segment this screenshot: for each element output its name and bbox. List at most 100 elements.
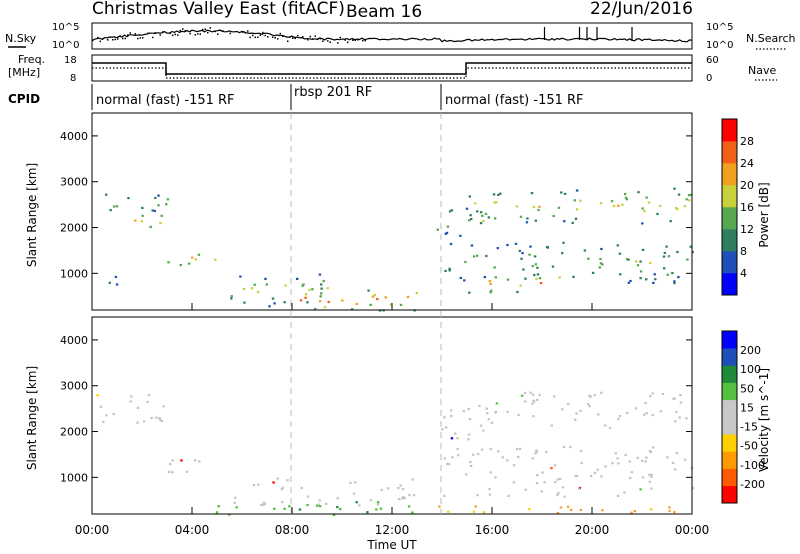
- colorbar-segment: [722, 141, 737, 164]
- power-cell: [685, 198, 688, 201]
- velocity-cell: [559, 477, 562, 480]
- noise-point: [124, 37, 126, 40]
- velocity-cell: [306, 504, 309, 507]
- y-tick-label: 4000: [60, 130, 88, 143]
- velocity-cell: [596, 468, 599, 471]
- velocity-cell: [497, 450, 500, 453]
- velocity-cell: [650, 508, 653, 511]
- power-cell: [497, 193, 500, 196]
- velocity-cell: [480, 448, 484, 451]
- power-cell: [399, 303, 403, 306]
- power-cell: [538, 205, 541, 208]
- velocity-cell: [352, 492, 356, 495]
- velocity-cell: [517, 413, 520, 416]
- velocity-cell: [447, 510, 450, 513]
- power-cell: [647, 201, 651, 204]
- power-cell: [635, 260, 638, 263]
- colorbar-tick-label: 16: [740, 201, 754, 214]
- velocity-cell: [659, 410, 663, 413]
- velocity-cell: [376, 501, 380, 504]
- colorbar-tick-label: 4: [740, 267, 747, 280]
- velocity-cell: [668, 506, 671, 509]
- power-cell: [253, 283, 256, 286]
- velocity-cell: [462, 410, 465, 413]
- power-cell: [470, 244, 474, 247]
- power-cell: [526, 217, 529, 220]
- power-cell: [551, 265, 555, 268]
- velocity-cell: [366, 511, 369, 514]
- power-cell: [476, 210, 479, 213]
- noise-panel: N.Sky 10^5 10^0 10^5 10^0 N.Search: [5, 22, 796, 51]
- power-cell: [436, 228, 439, 231]
- noise-point: [102, 38, 104, 40]
- velocity-cell: [554, 481, 557, 484]
- power-cell: [166, 198, 170, 201]
- noise-point: [322, 40, 324, 42]
- noise-point: [129, 32, 131, 34]
- power-cell: [464, 260, 467, 264]
- velocity-cell: [512, 481, 516, 484]
- colorbar-segment: [722, 468, 737, 487]
- power-cell: [265, 283, 268, 286]
- velocity-cell: [215, 511, 219, 514]
- velocity-cell: [349, 481, 352, 484]
- noise-point: [262, 31, 264, 34]
- power-cell: [194, 258, 198, 261]
- velocity-cell: [515, 448, 519, 451]
- power-cell: [675, 206, 678, 210]
- power-cell: [445, 231, 449, 234]
- power-cell: [639, 277, 642, 280]
- x-tick-label: 00:00: [75, 523, 110, 537]
- power-cell: [159, 221, 162, 225]
- power-cell: [468, 195, 471, 198]
- noise-point: [112, 39, 114, 41]
- cpid-row: CPID normal (fast) -151 RF rbsp 201 RF n…: [8, 84, 584, 110]
- power-cell: [481, 214, 484, 217]
- freq-label: Freq.: [18, 53, 45, 66]
- velocity-cell: [639, 488, 642, 491]
- noise-point: [267, 36, 269, 38]
- noise-point: [99, 40, 101, 43]
- power-cell: [448, 269, 451, 272]
- velocity-cell: [444, 426, 448, 429]
- noise-point: [319, 37, 321, 40]
- power-cell: [479, 222, 483, 225]
- power-cell: [472, 255, 476, 258]
- power-cell: [659, 204, 662, 207]
- power-cell: [444, 269, 447, 272]
- velocity-cell: [494, 411, 497, 414]
- power-cell: [641, 248, 645, 251]
- velocity-cell: [524, 488, 527, 491]
- power-cell: [149, 225, 152, 228]
- power-cell: [600, 247, 603, 251]
- colorbar-tick-label: 28: [740, 135, 754, 148]
- velocity-cell: [668, 510, 671, 513]
- velocity-cell: [619, 415, 622, 418]
- velocity-cell: [678, 416, 681, 419]
- colorbar-tick-label: 12: [740, 223, 754, 236]
- power-cell: [618, 252, 622, 255]
- velocity-cell: [489, 471, 492, 474]
- velocity-cell: [325, 502, 328, 505]
- velocity-cell: [588, 394, 591, 397]
- velocity-cell: [438, 505, 441, 508]
- velocity-cell: [601, 509, 604, 512]
- power-cell: [623, 192, 627, 196]
- noise-point: [287, 40, 289, 42]
- velocity-cell: [478, 404, 481, 408]
- velocity-cell: [339, 508, 342, 511]
- velocity-cell: [626, 411, 629, 414]
- power-cell: [598, 266, 601, 269]
- colorbar-frame: [721, 118, 738, 296]
- power-cell: [463, 279, 466, 282]
- power-cell: [654, 278, 657, 281]
- power-cell: [690, 193, 693, 196]
- power-cell: [530, 192, 534, 195]
- velocity-cell: [661, 393, 665, 396]
- velocity-cell: [684, 458, 687, 461]
- colorbar-segment: [722, 365, 737, 383]
- velocity-cell: [280, 488, 283, 491]
- noise-point: [122, 37, 124, 40]
- velocity-cell: [628, 460, 631, 463]
- y-tick-label: 3000: [60, 380, 88, 393]
